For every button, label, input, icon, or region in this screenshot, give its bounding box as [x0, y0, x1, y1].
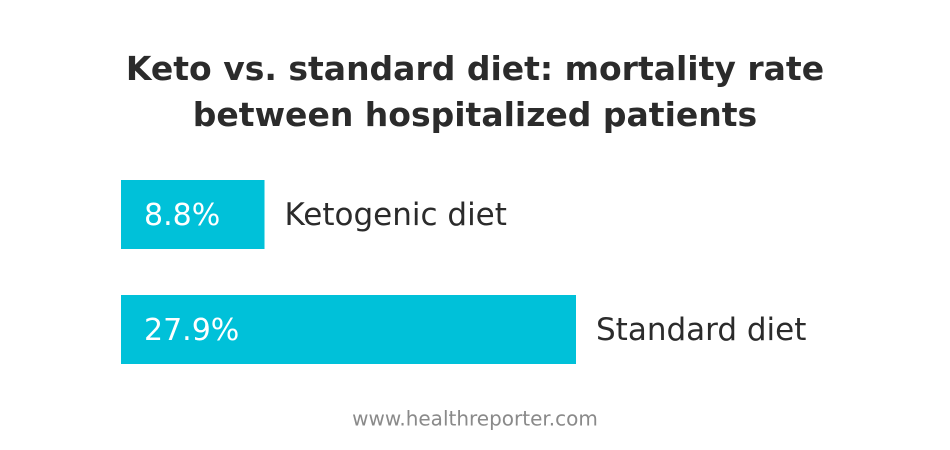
chart-title: Keto vs. standard diet: mortality rate b…: [125, 49, 825, 134]
category-label: Standard diet: [596, 312, 806, 348]
value-label: 27.9%: [144, 313, 239, 348]
source: www.healthreporter.com: [352, 407, 598, 431]
value-label: 8.8%: [144, 198, 220, 233]
category-label: Ketogenic diet: [285, 197, 507, 233]
bar: [121, 180, 265, 249]
bar: [121, 295, 576, 364]
